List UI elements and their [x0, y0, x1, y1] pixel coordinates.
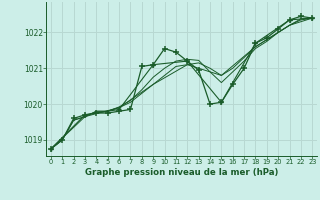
- X-axis label: Graphe pression niveau de la mer (hPa): Graphe pression niveau de la mer (hPa): [85, 168, 278, 177]
